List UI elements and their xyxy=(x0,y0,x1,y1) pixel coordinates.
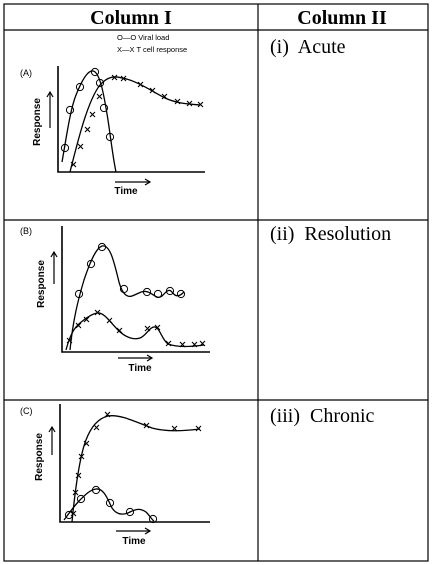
t-cell-markers-b xyxy=(66,309,206,348)
legend: O—O Viral load X—X T cell response xyxy=(117,33,187,54)
legend-t-cell: X—X T cell response xyxy=(117,45,187,54)
y-axis-arrow-head-b xyxy=(50,250,58,258)
t-cell-markers-a xyxy=(70,74,204,168)
y-axis-label-b: Response xyxy=(36,260,47,308)
axes-c xyxy=(59,404,210,523)
column-ii-header: Column II xyxy=(297,7,387,29)
y-axis-label-c: Response xyxy=(34,433,45,481)
y-axis-arrow-head-a xyxy=(46,90,54,98)
table-grid xyxy=(3,3,429,562)
y-axis-label-a: Response xyxy=(32,98,43,146)
option-acute: (i) Acute xyxy=(270,36,346,58)
panel-tag-c: (C) xyxy=(20,406,33,416)
graph-panel-a: (A) O—O Viral load X—X T cell response R… xyxy=(20,33,205,197)
option-chronic: (iii) Chronic xyxy=(270,405,375,427)
axes-a xyxy=(57,66,205,173)
x-axis-arrow-head-b xyxy=(146,354,154,362)
option-resolution: (ii) Resolution xyxy=(270,223,391,245)
viral-load-markers-c xyxy=(64,485,158,524)
graph-panel-c: (C) Response Time xyxy=(20,404,210,547)
x-axis-arrow-head-a xyxy=(144,178,152,186)
x-axis-arrow-head-c xyxy=(144,527,152,535)
legend-viral-load: O—O Viral load xyxy=(117,33,169,42)
axes-b xyxy=(61,226,210,353)
t-cell-curve-a xyxy=(69,76,201,173)
panel-tag-b: (B) xyxy=(20,226,32,236)
viral-load-curve-c xyxy=(63,488,155,522)
viral-load-markers-a xyxy=(60,67,115,153)
y-axis-arrow-head-c xyxy=(48,425,56,433)
x-axis-label-c: Time xyxy=(122,536,146,547)
viral-load-markers-b xyxy=(74,242,186,299)
t-cell-markers-c xyxy=(70,411,202,517)
x-axis-label-a: Time xyxy=(114,186,138,197)
viral-load-curve-b xyxy=(69,245,185,351)
t-cell-curve-c xyxy=(71,415,201,523)
x-axis-label-b: Time xyxy=(128,363,152,374)
graph-panel-b: (B) Response Time xyxy=(20,226,210,374)
panel-tag-a: (A) xyxy=(20,68,32,78)
t-cell-curve-b xyxy=(65,312,205,351)
column-i-header: Column I xyxy=(90,7,172,29)
viral-load-curve-a xyxy=(61,70,117,173)
